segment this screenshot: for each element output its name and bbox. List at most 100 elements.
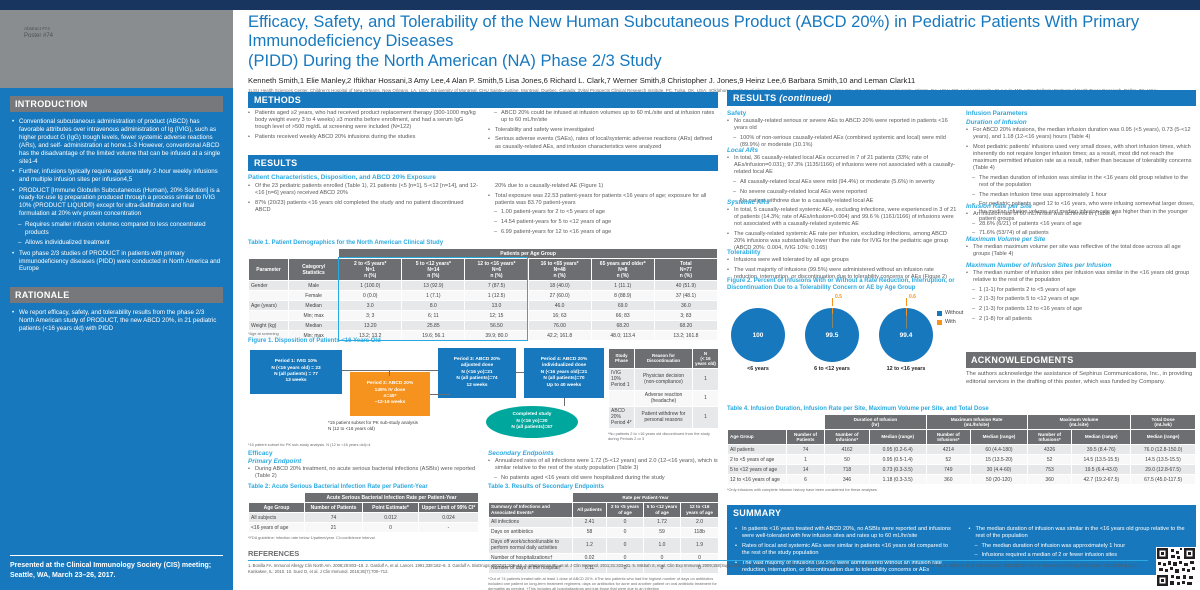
table-cell: All patients — [727, 444, 787, 455]
legend-without: Without — [937, 310, 963, 316]
table3-caption: Table 3. Results of Secondary Endpoints — [488, 484, 604, 490]
table4-header-row: Age Group Number of Patients Number of I… — [727, 429, 1196, 445]
table-cell: 58 — [572, 526, 607, 538]
table3-col-header: All patients — [572, 501, 607, 518]
presented-text: Presented at the Clinical Immunology Soc… — [10, 562, 212, 579]
table-row: 12 to <16 years of age 6 346 1.18 (0.3-3.5)… — [727, 474, 1196, 485]
table1-body: Gender Male 1 (100.0) 13 (92.9) 7 (87.5) 18 (… — [247, 280, 719, 341]
figure1-note: *15 patient subset for PK sub-study anal… — [328, 420, 418, 431]
figure1-period3-box: Period 3: ABCD 20% adjusted dose N (<16 … — [438, 348, 516, 398]
table-cell: 360 — [1026, 474, 1073, 485]
bullet-item: Infusions required a median of 2 or fewe… — [969, 552, 1189, 559]
table4-spacer — [726, 414, 826, 430]
table4-col-header: Median (range) — [970, 429, 1028, 445]
table-cell: 346 — [824, 474, 870, 485]
table-cell: 52 — [925, 454, 972, 465]
table-cell: 0 — [606, 536, 644, 554]
callout-line — [906, 298, 907, 306]
results-heading: RESULTS — [248, 155, 718, 171]
table-cell: 1 — [692, 405, 719, 429]
table-cell: 50 — [824, 454, 870, 465]
table-cell: 1.18 (0.3-3.5) — [868, 474, 927, 485]
table-cell: ABCD 20% Period 4* — [608, 405, 635, 429]
table3-col-header: Summary of Infections and Associated Eve… — [488, 501, 573, 518]
table-row: Min; max 13.2; 13.2 19.6; 56.1 39.9; 80.0 42… — [247, 330, 719, 341]
table2-body: All subjects 74 0.012 0.024 <16 years of age… — [248, 512, 479, 533]
bullet-item: 87% (20/23) patients <16 years old compl… — [248, 200, 478, 214]
table-cell: Gender — [247, 280, 290, 291]
summary-heading: SUMMARY — [727, 505, 1196, 521]
table-cell: 1.72 — [643, 516, 681, 528]
bullet-item: Further, infusions typically require app… — [12, 168, 221, 184]
table-cell: Days off work/school/unable to perform n… — [488, 536, 573, 554]
local-ars-list: In total, 36 causally-related local AEs … — [727, 155, 959, 208]
table-cell: 42.7 (19.2-67.5) — [1071, 474, 1132, 485]
bullet-item: 1.00 patient-years for 2 to <5 years of … — [488, 209, 718, 216]
table-row: Number of hospitalizations† 0.02 0 0 0 — [488, 552, 720, 564]
summary-box: In patients <16 years treated with ABCD … — [727, 521, 1196, 575]
table-cell: 0 — [679, 562, 720, 574]
systemic-ars-heading: Systemic ARs — [727, 199, 770, 206]
table-row: 5 to <12 years of age 14 718 0.73 (0.3-3.5)… — [727, 464, 1196, 475]
table4-col-header: Median (range) — [1130, 429, 1196, 445]
methods-col1: Patients aged ≥2 years, who had received… — [248, 110, 478, 153]
max-sites-heading: Maximum Number of Infusion Sites per Inf… — [966, 262, 1112, 269]
table-cell: 0.95 (0.5-1.4) — [868, 454, 927, 465]
table-cell: 74 — [304, 512, 363, 523]
table-cell: 0.024 — [418, 512, 479, 523]
table2-header-row: Age Group Number of Patients Point Estim… — [248, 502, 479, 513]
table4-col-header: Median (range) — [868, 429, 927, 445]
flow-connector — [389, 370, 390, 376]
table-cell: 76.00 — [527, 320, 592, 331]
table-cell: Median — [288, 300, 340, 311]
table1-col-header: 5 to <12 years* N=14 n (%) — [401, 258, 466, 281]
table-cell: Physician decision (non-compliance) — [634, 367, 693, 391]
bullet-item: 14.54 patient-years for 5 to <12 years o… — [488, 219, 718, 226]
table4-footnote: *Only infusions with complete infusion h… — [727, 487, 877, 492]
table-cell: 5 to <12 years of age — [727, 464, 787, 475]
bullet-item: Patients received weekly ABCD 20% infusi… — [248, 134, 478, 141]
table4-group-header: Total Dose (mL/wk) — [1130, 414, 1196, 430]
results-subhead: Patient Characteristics, Disposition, an… — [248, 174, 436, 181]
figure1-completed-ellipse: Completed study N (<16 yo)=20 N (all pat… — [486, 406, 578, 438]
table-row: All subjects 74 0.012 0.024 — [248, 512, 479, 523]
table-cell: 2 to <5 years of age — [727, 454, 787, 465]
table-cell: 56.50 — [464, 320, 529, 331]
table-cell: Male — [288, 280, 340, 291]
bullet-item: The vast majority of infusions (99.5%) w… — [727, 267, 959, 281]
flow-connector — [516, 372, 524, 373]
flow-connector — [564, 398, 565, 406]
bullet-item: 2 (1-8) for all patients — [966, 316, 1196, 323]
bullet-item: Of the 23 pediatric patients enrolled (T… — [248, 183, 478, 197]
safety-list: No causally-related serious or severe AE… — [727, 118, 959, 152]
bullet-item: 1 (1-1) for patients 2 to <5 years of ag… — [966, 287, 1196, 294]
table-cell: 21 — [304, 522, 363, 533]
table-cell: 360 — [925, 474, 972, 485]
table-cell: 3; 3 — [338, 310, 403, 321]
infusion-parameters-heading: Infusion Parameters — [966, 110, 1028, 117]
table-cell — [247, 290, 290, 301]
table-cell: 1.2 — [572, 536, 607, 554]
table1-col-header: 16 to <65 years* N=48 n (%) — [527, 258, 592, 281]
presented-footer: Presented at the Clinical Immunology Soc… — [10, 555, 223, 580]
acknowledgments-heading: ACKNOWLEDGMENTS — [966, 352, 1196, 368]
pie-12-to-16-years: 99.4 — [879, 308, 933, 362]
bullet-item: Serious adverse events (SAEs), rates of … — [488, 136, 718, 150]
table-cell: 74 — [785, 444, 826, 455]
bullet-item: In total, 36 causally-related local AEs … — [727, 155, 959, 176]
table4-col-header: Number of Infusions* — [925, 429, 972, 445]
bullet-item: No patients aged <16 years old were hosp… — [488, 475, 718, 482]
table-cell: 2.0 — [679, 516, 720, 528]
table-cell: Weight (kg) — [247, 320, 290, 331]
table-cell: 46.0 — [527, 300, 592, 311]
legend-swatch-orange — [937, 319, 942, 325]
table-cell: 13.0 — [464, 300, 529, 311]
bullet-item: 100% of non-serious causally-related AEs… — [727, 135, 959, 149]
table-cell: 27 (60.0) — [527, 290, 592, 301]
bullet-item: 6.99 patient-years for 12 to <16 years o… — [488, 229, 718, 236]
table-row: ABCD 20% Period 4* Patient withdrew for p… — [608, 405, 719, 429]
summary-col1: In patients <16 years treated with ABCD … — [735, 526, 955, 573]
table2-col-header: Point Estimate* — [362, 502, 419, 513]
table-cell: 4162 — [824, 444, 870, 455]
table2-col-header: Age Group — [248, 502, 305, 513]
